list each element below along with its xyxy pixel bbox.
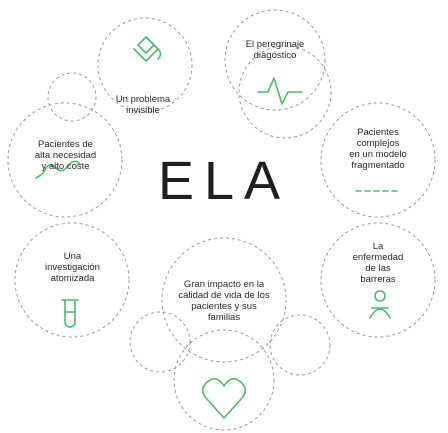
label-need: Pacientes de alta necesidad y alto coste bbox=[34, 139, 97, 172]
label-complex: Pacientes complejos en un modelo fragmen… bbox=[349, 127, 407, 171]
test-tube-icon bbox=[61, 299, 79, 328]
circle-bottom-left-small bbox=[129, 311, 191, 373]
heart-icon bbox=[202, 378, 246, 419]
center-title: ELA bbox=[157, 151, 291, 211]
barrier-figure-icon bbox=[369, 290, 391, 319]
circle-right bbox=[320, 102, 436, 218]
circle-upper-left-small bbox=[47, 72, 97, 122]
circle-bottom bbox=[173, 329, 275, 431]
label-research: Una investigación atomizada bbox=[45, 251, 100, 284]
circle-upper-right bbox=[238, 45, 332, 139]
diagnosis-path-icon bbox=[257, 77, 303, 105]
circle-lower-left bbox=[14, 222, 130, 338]
circle-bottom-right-small bbox=[269, 314, 331, 376]
circle-bottom-center bbox=[161, 237, 287, 363]
cost-wave-icon bbox=[35, 160, 81, 179]
puzzle-piece-icon bbox=[133, 36, 162, 62]
circle-top-right bbox=[224, 9, 326, 111]
label-impact: Gran impacto en la calidad de vida de lo… bbox=[178, 279, 270, 323]
label-diagnosis: El peregrinaje diagóstico bbox=[245, 39, 305, 61]
circle-top-left bbox=[97, 17, 193, 113]
circle-lower-right bbox=[320, 222, 436, 338]
label-barriers: La enfermedad de las barreras bbox=[352, 241, 404, 285]
label-unknown: Un problema invisible bbox=[115, 94, 171, 116]
circle-left bbox=[7, 102, 123, 218]
